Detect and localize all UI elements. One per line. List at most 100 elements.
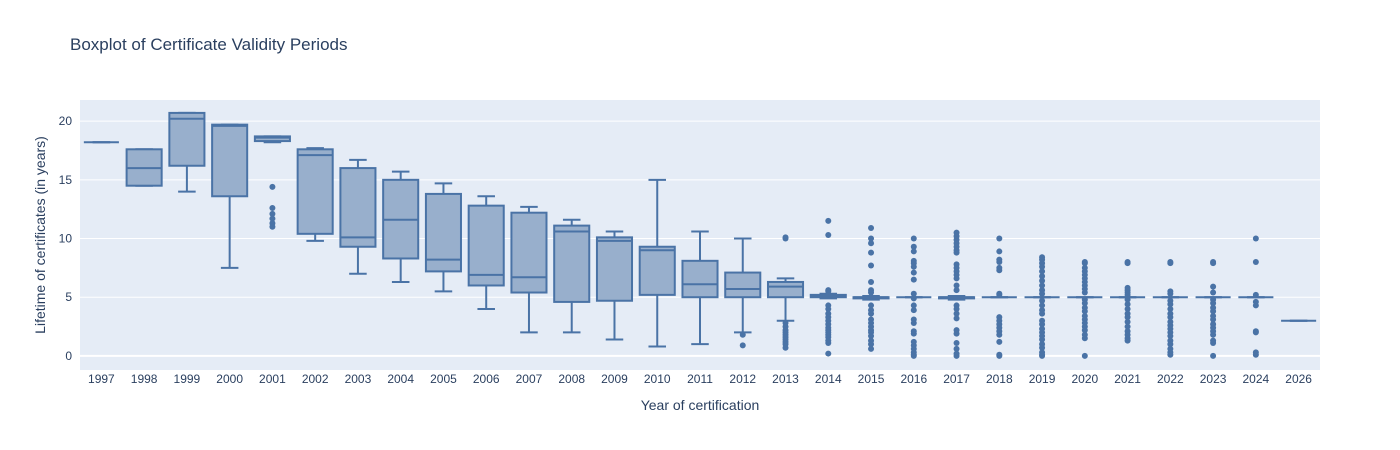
box-iqr [168,111,206,167]
outlier-point [1081,327,1088,334]
x-tick-label: 2020 [1071,372,1098,386]
outlier-point [1210,340,1217,346]
outlier-point [269,215,276,222]
outlier-point [953,305,960,312]
y-tick-label: 20 [59,114,73,128]
x-tick-label: 2024 [1243,372,1270,386]
outlier-point [1039,268,1046,275]
outlier-point [1081,352,1088,359]
outlier-point [868,332,875,339]
outlier-point [1039,277,1046,284]
outlier-point [996,291,1003,298]
outlier-point [825,340,832,346]
x-tick-label: 2019 [1029,372,1056,386]
outlier-point [825,232,832,238]
y-tick-label: 0 [65,349,72,363]
outlier-point [739,342,746,349]
outlier-point [1039,273,1046,280]
outlier-point [1039,297,1046,304]
box-2020 [1067,259,1103,359]
box-iqr [424,192,462,273]
x-tick-label: 1999 [174,372,201,386]
box-2014 [809,217,847,357]
outlier-point [953,345,960,352]
outlier-point [1124,314,1131,321]
outlier-point [269,205,276,211]
box-iqr [296,148,334,235]
outlier-point [868,235,875,242]
outlier-point [1124,323,1131,330]
x-tick-label: 1997 [88,372,115,386]
box-iqr [339,167,377,248]
outlier-point [782,234,789,241]
outlier-point [1210,331,1217,338]
x-tick-label: 2009 [601,372,628,386]
box-2013 [766,234,805,351]
box-2015 [852,224,890,352]
outlier-point [910,263,917,270]
x-axis-ticks: 1997 1998 1999 2000 2001 2002 2003 2004 2005 2006… [88,372,1312,386]
outlier-point [1167,351,1174,358]
outlier-point [269,210,276,217]
box-2009 [595,230,634,341]
outlier-point [868,249,875,256]
outlier-point [868,240,875,247]
outlier-point [1124,291,1131,298]
box-iqr [766,280,805,299]
box-iqr [510,211,548,294]
x-axis-title: Year of certification [641,397,760,413]
outlier-point [910,248,917,255]
outlier-point [1039,310,1046,317]
x-tick-label: 1998 [131,372,158,386]
outlier-point [1124,260,1131,267]
box-iqr [638,245,676,296]
box-2007 [510,205,548,334]
outlier-point [910,243,917,250]
outlier-point [953,249,960,256]
box-2005 [424,182,462,293]
outlier-point [1039,282,1046,289]
outlier-point [1081,289,1088,296]
x-tick-label: 2023 [1200,372,1227,386]
outlier-point [953,315,960,322]
outlier-point [1039,321,1046,328]
box-2023 [1195,259,1231,359]
outlier-point [1210,289,1217,296]
outlier-point [1252,302,1259,309]
chart-title: Boxplot of Certificate Validity Periods [70,35,347,54]
box-2004 [382,170,420,283]
outlier-point [1252,329,1259,336]
box-iqr [553,224,591,303]
box-2024 [1238,235,1274,358]
box-2006 [467,195,505,310]
box-2008 [553,218,591,334]
outlier-point [910,235,917,242]
outlier-point [953,330,960,337]
x-tick-label: 2011 [687,372,713,386]
outlier-point [1124,301,1131,308]
outlier-point [1124,305,1131,312]
outlier-point [953,340,960,346]
outlier-point [1210,352,1217,359]
box-2018 [981,235,1017,359]
x-tick-label: 2015 [858,372,885,386]
outlier-point [1124,337,1131,344]
box-2010 [638,178,676,348]
outlier-point [1081,335,1088,342]
outlier-point [910,352,917,359]
outlier-point [1039,336,1046,343]
outlier-point [996,338,1003,345]
y-axis-title: Lifetime of certificates (in years) [32,136,48,334]
x-tick-label: 2017 [943,372,970,386]
x-tick-label: 2007 [516,372,543,386]
outlier-point [868,278,875,285]
outlier-point [996,352,1003,359]
box-series [83,111,1317,359]
x-tick-label: 2002 [302,372,329,386]
x-tick-label: 2013 [772,372,799,386]
box-2016 [896,235,932,359]
outlier-point [1252,235,1259,242]
outlier-point [910,269,917,276]
x-tick-label: 2006 [473,372,500,386]
